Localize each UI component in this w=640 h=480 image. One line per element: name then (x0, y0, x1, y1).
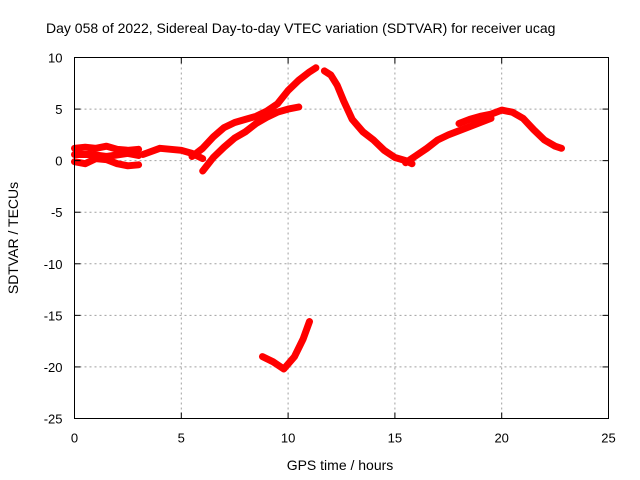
y-tick-labels: -25 -20 -15 -10 -5 0 5 10 (44, 51, 63, 427)
series-track-j (259, 318, 313, 373)
series-track-g (320, 67, 416, 168)
y-tick-label: 10 (48, 51, 62, 66)
series-track-e (188, 64, 320, 160)
y-tick-label: -20 (44, 360, 63, 375)
y-tick-label: 0 (55, 154, 62, 169)
x-axis-label: GPS time / hours (287, 457, 394, 473)
tick-marks (74, 57, 609, 419)
y-tick-label: -10 (44, 257, 63, 272)
plot-frame (74, 57, 609, 419)
series-track-i (455, 106, 565, 152)
grid (74, 57, 609, 419)
y-tick-label: -5 (51, 205, 63, 220)
x-tick-label: 20 (494, 431, 508, 446)
y-axis-label: SDTVAR / TECUs (5, 182, 21, 294)
x-tick-label: 25 (601, 431, 615, 446)
series-group (71, 64, 565, 373)
series-track-f (199, 103, 303, 175)
chart-title: Day 058 of 2022, Sidereal Day-to-day VTE… (46, 20, 555, 36)
series-track-c (71, 149, 143, 160)
x-tick-label: 15 (388, 431, 402, 446)
x-tick-label: 0 (71, 431, 78, 446)
series-track-h (402, 114, 495, 167)
y-tick-label: -15 (44, 308, 63, 323)
x-tick-labels: 0 5 10 15 20 25 (71, 431, 616, 446)
y-tick-label: -25 (44, 412, 63, 427)
y-tick-label: 5 (55, 102, 62, 117)
x-tick-label: 5 (178, 431, 185, 446)
x-tick-label: 10 (281, 431, 295, 446)
series-track-a (71, 142, 143, 154)
